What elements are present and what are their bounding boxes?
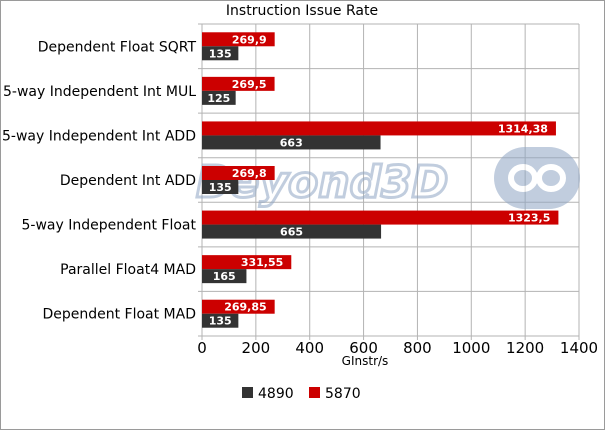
x-tick-label: 200: [242, 339, 271, 357]
infinity-logo-icon: [494, 147, 580, 209]
x-tick-label: 800: [403, 339, 432, 357]
legend-label-4890: 4890: [258, 386, 294, 402]
x-tick-label: 1200: [506, 339, 544, 357]
x-axis-title: GInstr/s: [342, 354, 389, 368]
category-labels: Dependent Float SQRT 5-way Independent In…: [2, 39, 196, 322]
x-tick-label: 400: [295, 339, 324, 357]
x-tick-label: 1400: [560, 339, 598, 357]
data-label-5870: 1314,38: [498, 122, 548, 135]
category-label: Dependent Float MAD: [42, 307, 196, 323]
x-tick-label: 1000: [452, 339, 490, 357]
legend: 4890 5870: [242, 386, 361, 402]
category-label: Dependent Int ADD: [60, 173, 196, 189]
data-label-4890: 165: [213, 270, 236, 283]
bar-4890: [202, 180, 239, 194]
x-tick-label: 0: [197, 339, 207, 357]
chart-title: Instruction Issue Rate: [226, 3, 378, 19]
data-label-5870: 269,85: [224, 301, 266, 314]
category-label: Dependent Float SQRT: [38, 39, 197, 55]
data-label-4890: 125: [207, 92, 230, 105]
bar-4890: [202, 269, 247, 284]
data-label-5870: 1323,5: [508, 212, 550, 225]
bar-4890: [202, 46, 239, 61]
data-label-4890: 665: [280, 226, 303, 239]
x-tick-label: 600: [349, 339, 378, 357]
bar-5870: [202, 210, 559, 225]
bar-5870: [202, 255, 292, 270]
bar-5870: [202, 32, 275, 47]
bar-5870: [202, 76, 275, 91]
data-label-4890: 135: [209, 181, 232, 194]
bar-5870: [202, 121, 556, 136]
bar-4890: [202, 313, 239, 328]
data-label-4890: 135: [209, 315, 232, 328]
data-label-5870: 269,9: [232, 33, 267, 46]
data-label-5870: 269,5: [232, 78, 267, 91]
data-label-4890: 663: [280, 136, 303, 149]
bars: 269,9135269,51251314,38663269,81351323,5…: [202, 32, 559, 328]
category-label: Parallel Float4 MAD: [60, 262, 196, 278]
category-label: 5-way Independent Float: [22, 218, 197, 234]
legend-label-5870: 5870: [325, 386, 361, 402]
bar-4890: [202, 90, 236, 105]
data-label-5870: 269,8: [232, 167, 267, 180]
category-label: 5-way Independent Int MUL: [3, 84, 196, 100]
data-label-5870: 331,55: [241, 256, 283, 269]
bar-4890: [202, 135, 381, 150]
bar-5870: [202, 299, 275, 314]
legend-swatch-5870: [309, 387, 320, 398]
bar-4890: [202, 224, 382, 239]
category-label: 5-way Independent Int ADD: [2, 128, 196, 144]
data-label-4890: 135: [209, 47, 232, 60]
bar-5870: [202, 166, 275, 180]
x-tick-labels: 0 200 400 600 800 1000 1200 1400: [197, 339, 598, 357]
legend-swatch-4890: [242, 387, 253, 398]
